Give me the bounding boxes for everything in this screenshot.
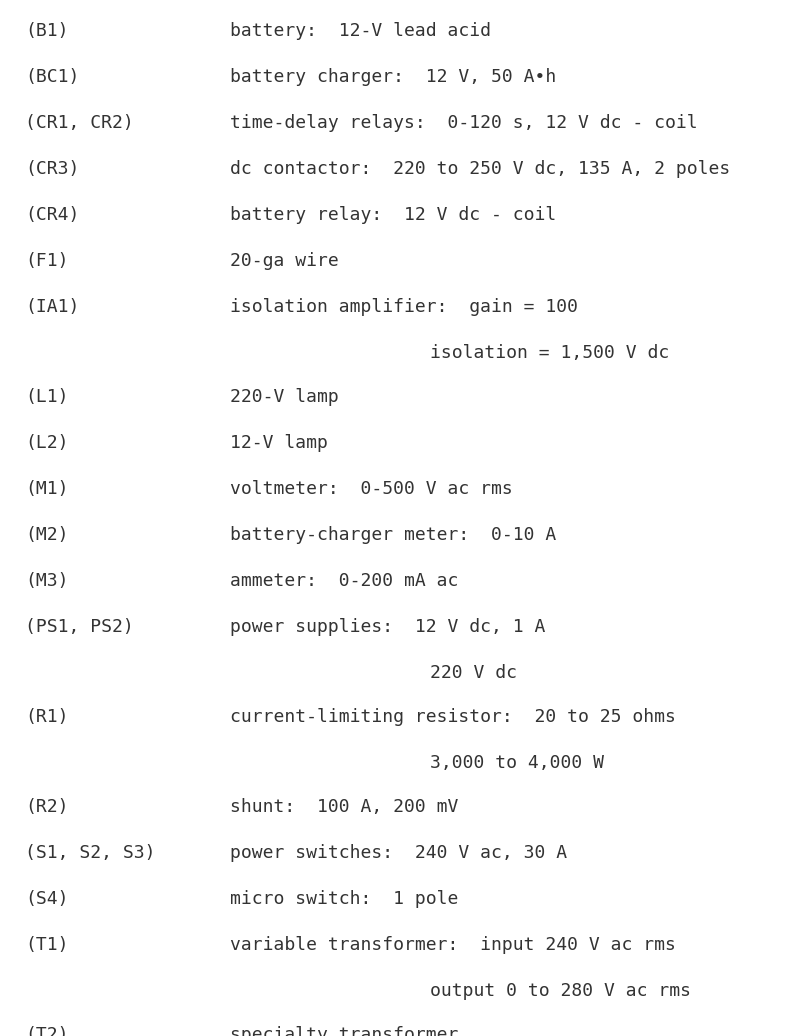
Text: (R1): (R1) xyxy=(25,708,69,726)
Text: variable transformer:  input 240 V ac rms: variable transformer: input 240 V ac rms xyxy=(230,936,676,954)
Text: (L2): (L2) xyxy=(25,434,69,452)
Text: battery relay:  12 V dc - coil: battery relay: 12 V dc - coil xyxy=(230,206,556,224)
Text: power supplies:  12 V dc, 1 A: power supplies: 12 V dc, 1 A xyxy=(230,618,546,636)
Text: time-delay relays:  0-120 s, 12 V dc - coil: time-delay relays: 0-120 s, 12 V dc - co… xyxy=(230,114,698,132)
Text: isolation = 1,500 V dc: isolation = 1,500 V dc xyxy=(430,344,670,362)
Text: (T2): (T2) xyxy=(25,1026,69,1036)
Text: (L1): (L1) xyxy=(25,388,69,406)
Text: (R2): (R2) xyxy=(25,798,69,816)
Text: (CR3): (CR3) xyxy=(25,160,79,178)
Text: (M2): (M2) xyxy=(25,526,69,544)
Text: power switches:  240 V ac, 30 A: power switches: 240 V ac, 30 A xyxy=(230,844,567,862)
Text: (S1, S2, S3): (S1, S2, S3) xyxy=(25,844,155,862)
Text: battery:  12-V lead acid: battery: 12-V lead acid xyxy=(230,22,491,40)
Text: 3,000 to 4,000 W: 3,000 to 4,000 W xyxy=(430,754,604,772)
Text: current-limiting resistor:  20 to 25 ohms: current-limiting resistor: 20 to 25 ohms xyxy=(230,708,676,726)
Text: 20-ga wire: 20-ga wire xyxy=(230,252,338,270)
Text: 220 V dc: 220 V dc xyxy=(430,664,517,682)
Text: (F1): (F1) xyxy=(25,252,69,270)
Text: (CR4): (CR4) xyxy=(25,206,79,224)
Text: dc contactor:  220 to 250 V dc, 135 A, 2 poles: dc contactor: 220 to 250 V dc, 135 A, 2 … xyxy=(230,160,730,178)
Text: (PS1, PS2): (PS1, PS2) xyxy=(25,618,134,636)
Text: (IA1): (IA1) xyxy=(25,298,79,316)
Text: micro switch:  1 pole: micro switch: 1 pole xyxy=(230,890,458,908)
Text: (M1): (M1) xyxy=(25,480,69,498)
Text: (T1): (T1) xyxy=(25,936,69,954)
Text: (S4): (S4) xyxy=(25,890,69,908)
Text: battery-charger meter:  0-10 A: battery-charger meter: 0-10 A xyxy=(230,526,556,544)
Text: specialty transformer: specialty transformer xyxy=(230,1026,458,1036)
Text: isolation amplifier:  gain = 100: isolation amplifier: gain = 100 xyxy=(230,298,578,316)
Text: shunt:  100 A, 200 mV: shunt: 100 A, 200 mV xyxy=(230,798,458,816)
Text: (CR1, CR2): (CR1, CR2) xyxy=(25,114,134,132)
Text: (M3): (M3) xyxy=(25,572,69,589)
Text: (BC1): (BC1) xyxy=(25,68,79,86)
Text: (B1): (B1) xyxy=(25,22,69,40)
Text: 12-V lamp: 12-V lamp xyxy=(230,434,328,452)
Text: ammeter:  0-200 mA ac: ammeter: 0-200 mA ac xyxy=(230,572,458,589)
Text: 220-V lamp: 220-V lamp xyxy=(230,388,338,406)
Text: output 0 to 280 V ac rms: output 0 to 280 V ac rms xyxy=(430,982,691,1000)
Text: battery charger:  12 V, 50 A•h: battery charger: 12 V, 50 A•h xyxy=(230,68,556,86)
Text: voltmeter:  0-500 V ac rms: voltmeter: 0-500 V ac rms xyxy=(230,480,513,498)
